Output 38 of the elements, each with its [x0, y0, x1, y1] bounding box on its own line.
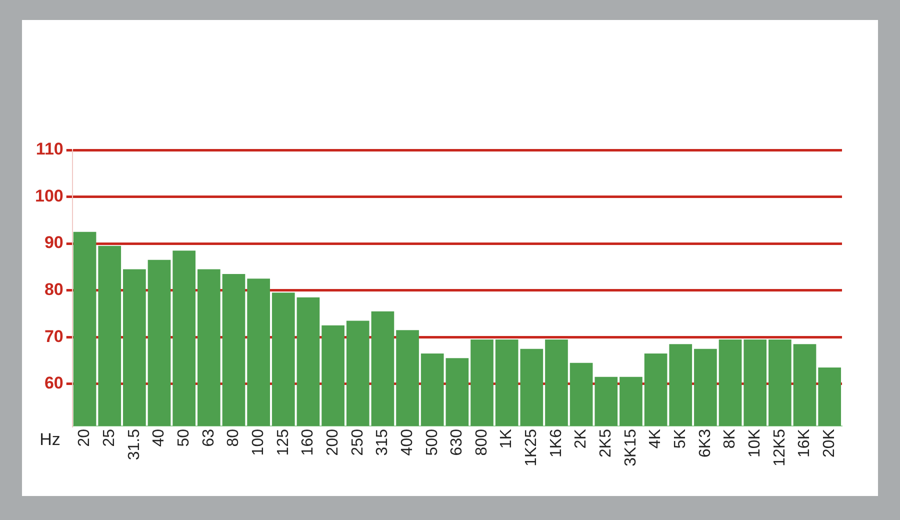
x-axis-title: Hz — [40, 430, 60, 450]
x-tick-label: 4K — [647, 428, 664, 449]
y-tick-label: 60 — [44, 374, 64, 393]
x-tick-label: 20 — [76, 428, 94, 447]
y-tick-label: 70 — [44, 326, 64, 346]
x-tick-label: 10K — [746, 428, 764, 458]
y-tick-label: 90 — [44, 233, 64, 252]
x-tick-label: 200 — [324, 428, 342, 456]
x-tick-label: 6K3 — [696, 428, 714, 458]
x-tick-label: 5K — [672, 428, 690, 449]
x-tick-label: 80 — [225, 428, 242, 447]
x-tick-label: 500 — [424, 428, 441, 456]
x-tick-label: 31.5 — [126, 428, 143, 460]
x-tick-label: 2K5 — [598, 428, 615, 458]
x-tick-label: 20K — [820, 428, 838, 458]
x-tick-label: 25 — [101, 428, 118, 447]
x-tick-label: 1K — [498, 428, 516, 449]
x-tick-label: 250 — [349, 428, 366, 456]
x-tick-label: 3K15 — [622, 428, 640, 466]
x-tick-label: 1K6 — [548, 428, 565, 458]
x-tick-label: 630 — [448, 428, 466, 456]
x-tick-label: 2K — [572, 428, 590, 449]
x-tick-label: 800 — [473, 428, 490, 456]
x-tick-label: 315 — [374, 428, 392, 456]
x-tick-label: 50 — [175, 428, 192, 447]
x-tick-label: 100 — [250, 428, 267, 456]
x-tick-label: 400 — [398, 428, 416, 456]
x-tick-label: 63 — [200, 428, 218, 447]
x-tick-label: 40 — [150, 428, 168, 447]
x-tick-label: 12K5 — [771, 428, 788, 466]
x-tick-label: 8K — [722, 428, 739, 449]
x-tick-label: 16K — [796, 428, 814, 458]
y-tick-label: 100 — [34, 186, 64, 206]
x-tick-label: 125 — [274, 428, 292, 456]
x-tick-label: 160 — [300, 428, 317, 456]
x-tick-label: 1K25 — [523, 428, 540, 466]
y-tick-label: 80 — [44, 280, 64, 300]
y-tick-label: 110 — [36, 140, 64, 159]
